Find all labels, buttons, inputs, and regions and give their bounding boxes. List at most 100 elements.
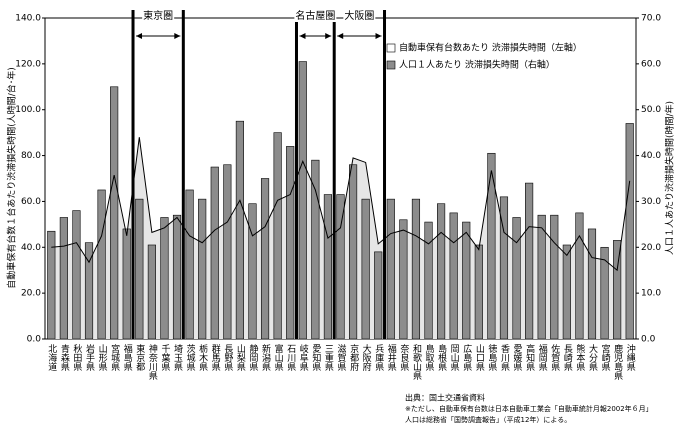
bar <box>172 214 182 340</box>
bar <box>449 212 458 340</box>
x-tick-label: 岩手県 <box>84 343 95 372</box>
bar <box>474 244 483 340</box>
bar <box>562 244 571 340</box>
bar <box>361 198 370 340</box>
y2-tick-label: 70.0 <box>641 14 661 24</box>
x-tick-label: 三重県 <box>323 344 334 372</box>
x-tick-label: 大分県 <box>587 343 598 372</box>
bar <box>411 198 421 340</box>
bar <box>147 244 156 340</box>
x-tick-label: 神奈川県 <box>147 343 158 381</box>
x-tick-label: 群馬県 <box>210 343 221 372</box>
bar <box>399 219 408 340</box>
y-tick-label: 0.0 <box>27 335 42 345</box>
x-tick-label: 福岡県 <box>537 343 548 372</box>
bar <box>47 230 56 340</box>
y-tick-label: 60.0 <box>21 197 41 207</box>
x-tick-label: 石川県 <box>285 344 296 372</box>
y2-tick-label: 60.0 <box>641 59 661 69</box>
x-tick-label: 山形県 <box>97 344 108 372</box>
x-tick-label: 奈良県 <box>398 343 409 372</box>
bar <box>600 246 609 340</box>
x-tick-label: 広島県 <box>461 343 472 372</box>
x-tick-label: 宮崎県 <box>600 343 611 372</box>
bar <box>386 198 395 340</box>
x-tick-label: 宮城県 <box>109 343 120 372</box>
region-label-bg <box>343 9 376 22</box>
x-tick-label: 愛知県 <box>310 343 321 372</box>
bar <box>122 228 131 340</box>
bar <box>59 217 68 340</box>
x-tick-label: 千葉県 <box>159 344 170 372</box>
bar <box>374 251 383 340</box>
bar <box>248 203 257 340</box>
x-tick-label: 福島県 <box>122 343 133 372</box>
x-tick-label: 鳥取県 <box>424 343 435 372</box>
x-tick-label: 岡山県 <box>449 344 460 372</box>
bar <box>613 240 622 340</box>
bar <box>462 221 471 340</box>
bar <box>311 159 320 340</box>
y2-tick-label: 10.0 <box>641 289 661 299</box>
bar <box>487 152 496 340</box>
bar <box>97 189 106 340</box>
bar <box>210 166 219 340</box>
x-tick-label: 富山県 <box>273 343 284 372</box>
bar <box>575 212 584 340</box>
bar <box>537 214 546 340</box>
y-tick-label: 40.0 <box>21 243 41 253</box>
line <box>51 137 631 272</box>
x-tick-label: 滋賀県 <box>336 343 347 372</box>
legend-swatch <box>386 60 396 70</box>
y2-tick-label: 0.0 <box>641 335 656 345</box>
region-label-bg <box>142 9 175 22</box>
x-tick-label: 茨城県 <box>185 343 196 372</box>
x-tick-label: 山梨県 <box>235 344 246 372</box>
bar <box>525 182 534 340</box>
bar <box>160 217 169 340</box>
bar <box>625 123 634 340</box>
y2-tick-label: 30.0 <box>641 197 661 207</box>
bar <box>273 132 282 340</box>
x-tick-label: 大阪府 <box>361 343 372 372</box>
source-note: 出典：国土交通省資料 <box>405 393 485 403</box>
bar <box>110 86 119 340</box>
bar <box>198 198 207 340</box>
bar <box>512 217 521 340</box>
x-tick-label: 兵庫県 <box>373 343 384 372</box>
x-tick-label: 栃木県 <box>197 343 208 372</box>
bar <box>298 61 307 340</box>
x-tick-label: 愛媛県 <box>512 343 523 372</box>
bar <box>323 194 332 340</box>
x-tick-label: 青森県 <box>59 343 70 372</box>
x-tick-label: 埼玉県 <box>172 343 183 372</box>
x-tick-label: 佐賀県 <box>549 343 560 372</box>
y-axis-title: 自動車保有台数１台あたり渋滞損失時間(人時間/台･年) <box>6 67 18 289</box>
x-tick-label: 新潟県 <box>260 343 271 372</box>
x-tick-label: 高知県 <box>524 343 535 372</box>
legend-swatch <box>386 43 396 53</box>
x-tick-label: 熊本県 <box>574 343 585 372</box>
x-tick-label: 島根県 <box>436 343 447 372</box>
x-tick-label: 徳島県 <box>486 343 497 372</box>
x-tick-label: 鹿児島県 <box>612 343 623 381</box>
bar <box>223 164 232 340</box>
y2-axis-title: 人口１人あたり渋滞損失時間(時間/年) <box>664 101 676 255</box>
bar <box>499 196 509 340</box>
x-tick-label: 長野県 <box>222 344 233 372</box>
bar <box>260 178 270 340</box>
y-tick-label: 120.0 <box>15 59 41 69</box>
bar <box>424 221 433 340</box>
legend-label: 自動車保有台数あたり 渋滞損失時間（左軸） <box>399 42 582 54</box>
bar <box>587 228 597 340</box>
x-tick-label: 和歌山県 <box>411 344 422 381</box>
x-tick-label: 香川県 <box>499 344 510 372</box>
x-tick-label: 秋田県 <box>71 343 82 372</box>
x-tick-label: 長崎県 <box>562 344 573 372</box>
bar <box>235 120 244 340</box>
bar <box>72 210 81 340</box>
x-tick-label: 静岡県 <box>247 343 258 372</box>
region-label: 名古屋圏 <box>295 9 335 22</box>
x-tick-label: 岐阜県 <box>298 343 309 372</box>
